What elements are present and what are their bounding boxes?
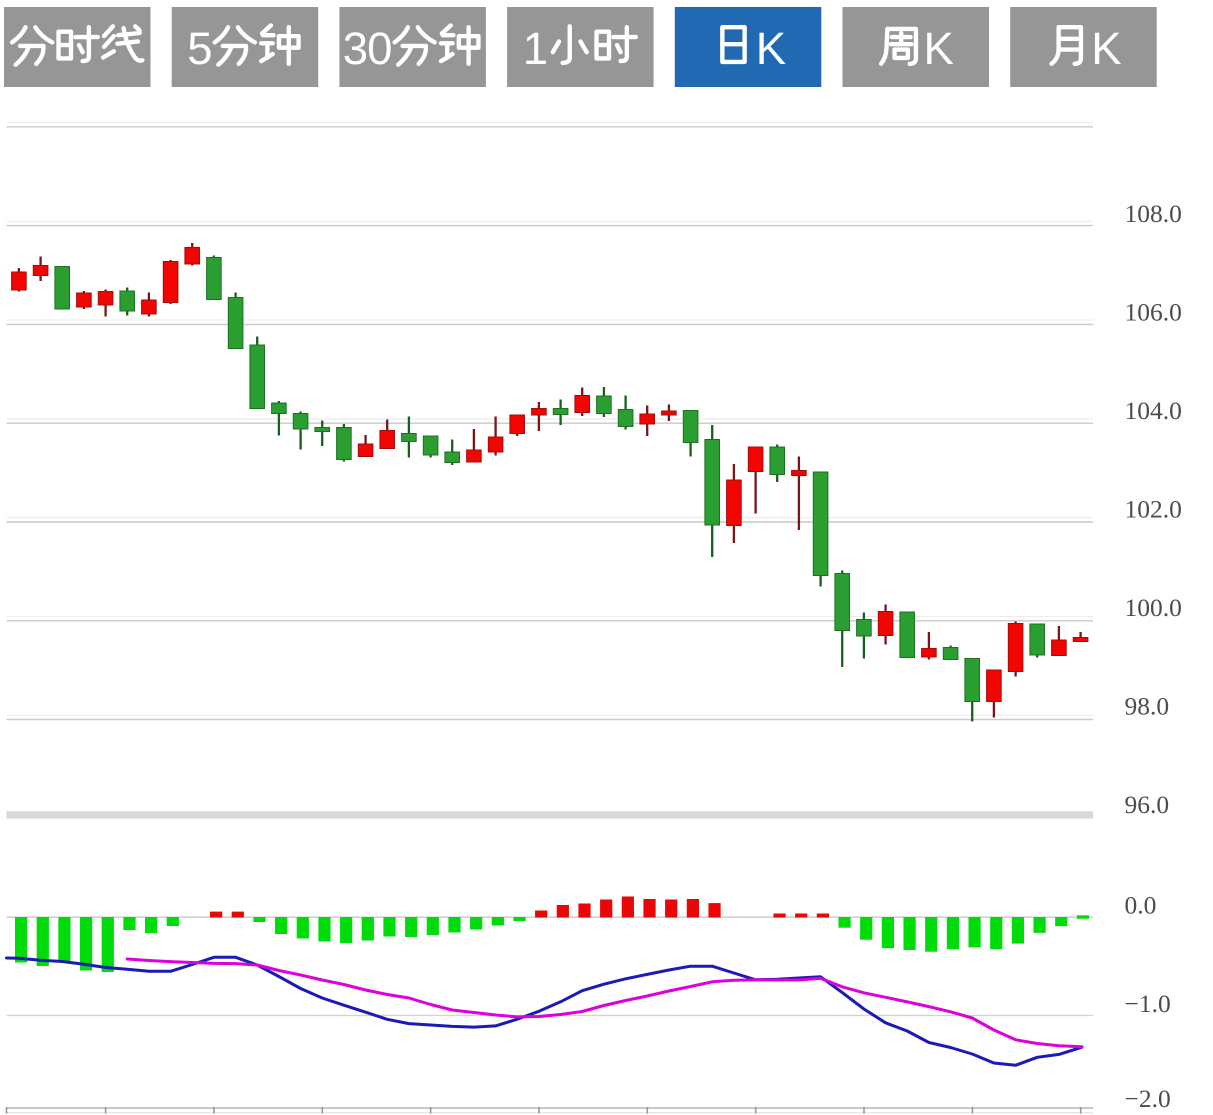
svg-text:K: K [1091, 23, 1121, 74]
svg-text:K: K [756, 23, 786, 74]
svg-text:104.0: 104.0 [1125, 396, 1182, 425]
svg-text:96.0: 96.0 [1125, 790, 1170, 819]
svg-text:3: 3 [343, 23, 368, 74]
svg-text:0: 0 [367, 23, 392, 74]
svg-text:−1.0: −1.0 [1125, 989, 1171, 1018]
svg-text:1: 1 [523, 23, 548, 74]
svg-text:106.0: 106.0 [1125, 298, 1182, 327]
svg-text:5: 5 [187, 23, 212, 74]
svg-text:−2.0: −2.0 [1125, 1084, 1171, 1113]
svg-text:98.0: 98.0 [1125, 692, 1170, 721]
svg-text:K: K [924, 23, 954, 74]
svg-text:102.0: 102.0 [1125, 495, 1182, 524]
svg-text:100.0: 100.0 [1125, 593, 1182, 622]
svg-text:0.0: 0.0 [1125, 890, 1157, 919]
svg-text:108.0: 108.0 [1125, 199, 1182, 228]
